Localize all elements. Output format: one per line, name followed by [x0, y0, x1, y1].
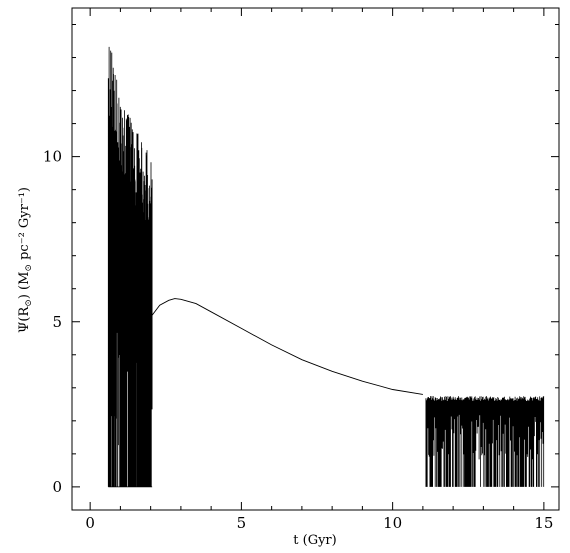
y-tick-label: 5	[52, 313, 62, 331]
series-early-burst	[107, 46, 153, 488]
x-axis: 0 5 10 15	[85, 8, 553, 532]
late-spikes	[425, 396, 545, 487]
y-axis: 0 5 10	[43, 24, 559, 496]
burst-spikes	[107, 46, 153, 487]
y-tick-label: 10	[43, 148, 62, 166]
x-tick-label: 10	[383, 514, 402, 532]
series-smooth-disk	[151, 298, 423, 395]
y-axis-label: Ψ(R⊙) (M⊙ pc⁻² Gyr⁻¹)	[17, 187, 34, 333]
plot-frame	[71, 7, 560, 511]
x-tick-label: 0	[85, 514, 95, 532]
series-late-oscillation	[425, 396, 545, 487]
x-axis-label: t (Gyr)	[293, 533, 336, 548]
y-tick-label: 0	[52, 478, 62, 496]
x-tick-label: 15	[534, 514, 553, 532]
x-tick-label: 5	[237, 514, 247, 532]
data-series	[107, 46, 545, 488]
